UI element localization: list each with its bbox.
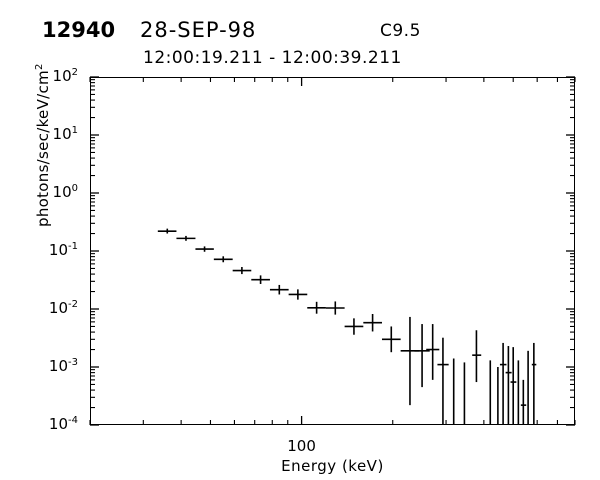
- data-point: [269, 284, 289, 295]
- data-point: [232, 266, 252, 275]
- data-point: [472, 330, 482, 383]
- event-id-label: 12940: [42, 18, 116, 42]
- goes-class-label: C9.5: [380, 21, 421, 41]
- y-axis-title-text: photons/sec/keV/cm: [34, 70, 52, 227]
- y-tick-label: 100: [52, 183, 78, 201]
- data-point: [307, 301, 326, 314]
- data-point: [437, 337, 449, 425]
- y-tick-label: 10-1: [48, 241, 78, 259]
- data-point: [344, 318, 364, 335]
- data-point: [505, 346, 512, 425]
- y-axis-title: photons/sec/keV/cm2: [34, 7, 52, 227]
- observation-date-label: 28-SEP-98: [140, 18, 257, 42]
- data-point: [251, 275, 270, 284]
- data-point: [325, 301, 345, 315]
- data-point: [157, 228, 177, 234]
- data-point: [531, 342, 537, 425]
- data-point: [520, 379, 527, 425]
- y-tick-label: 10-4: [48, 415, 78, 433]
- data-point: [195, 246, 214, 252]
- data-point: [176, 235, 196, 241]
- data-point: [363, 313, 382, 332]
- data-point: [510, 347, 517, 425]
- data-point: [400, 316, 420, 406]
- x-tick-label: 100: [287, 437, 316, 455]
- time-range-label: 12:00:19.211 - 12:00:39.211: [143, 48, 402, 68]
- y-axis-title-exponent: 2: [34, 63, 45, 71]
- y-tick-label: 102: [52, 67, 78, 85]
- plot-area: 102 101 100 10-1 10-2 10-3 10-4 100 photons/se…: [34, 63, 576, 475]
- x-axis-title: Energy (keV): [281, 457, 384, 475]
- y-tick-label: 101: [52, 125, 78, 143]
- data-point: [288, 289, 308, 300]
- data-point: [414, 324, 430, 388]
- data-series: [157, 228, 537, 425]
- axis-ticks: [89, 76, 576, 426]
- data-point: [213, 256, 233, 263]
- y-tick-label: 10-2: [48, 299, 78, 317]
- data-point: [381, 326, 401, 353]
- y-tick-label: 10-3: [48, 357, 78, 375]
- data-point: [426, 324, 440, 380]
- data-point: [499, 342, 507, 425]
- plot-canvas: [89, 76, 576, 426]
